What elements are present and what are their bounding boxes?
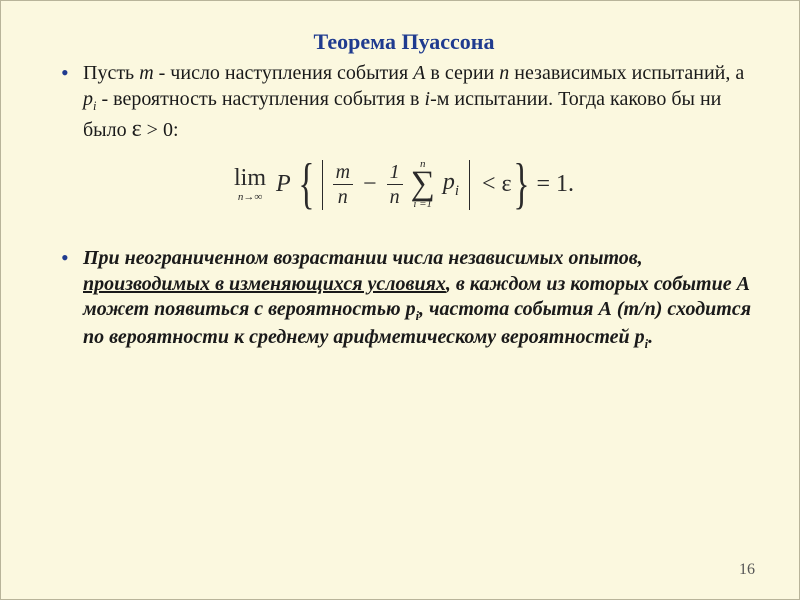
less-than: < [482,171,496,198]
formula: lim n→∞ P { m n − 1 n n ∑ i =1 [57,159,751,210]
sum-block: n ∑ i =1 [411,159,435,210]
var-p: p [83,88,93,110]
sum-bot: i =1 [413,199,432,210]
text: в серии [425,62,499,84]
equals-one: = 1. [536,171,574,198]
p-i: pi [443,169,459,200]
den: n [387,187,403,207]
abs-left [322,160,323,210]
den: n [335,187,351,207]
lim-sub: n→∞ [238,192,262,203]
frac-1-n: 1 n [387,162,403,207]
bullet-list-2: При неограниченном возрастании числа нез… [57,246,751,353]
text: . [648,326,653,348]
bullet-item-1: Пусть m - число наступления события A в … [57,61,751,145]
slide-title: Теорема Пуассона [57,29,751,55]
text: Пусть [83,62,139,84]
epsilon: ε [502,171,512,198]
underlined-text: производимых в изменяющихся условиях [83,273,446,295]
frac-bar [333,184,353,185]
num: 1 [387,162,403,182]
text: - вероятность наступления события в [96,88,424,110]
minus: − [363,171,377,198]
p: p [443,169,455,195]
frac-bar [387,184,403,185]
frac-m-n: m n [333,162,353,207]
var-n: n [499,62,509,84]
page-number: 16 [739,561,755,579]
P: P [276,171,291,198]
num: m [333,162,353,182]
text: независимых испытаний, а [509,62,744,84]
text: > 0: [142,119,179,141]
right-brace: } [513,162,529,207]
var-eps: ε [132,116,142,142]
bullet-list: Пусть m - число наступления события A в … [57,61,751,145]
left-brace: { [298,162,314,207]
var-A: A [413,62,425,84]
lim: lim [234,166,266,190]
slide: Теорема Пуассона Пусть m - число наступл… [0,0,800,600]
bullet-item-2: При неограниченном возрастании числа нез… [57,246,751,353]
sigma-icon: ∑ [411,170,435,199]
lim-block: lim n→∞ [234,166,266,203]
p-sub: i [455,183,459,199]
var-m: m [139,62,153,84]
abs-right [469,160,470,210]
text: - число наступления события [154,62,414,84]
text: При неограниченном возрастании числа нез… [83,247,643,269]
